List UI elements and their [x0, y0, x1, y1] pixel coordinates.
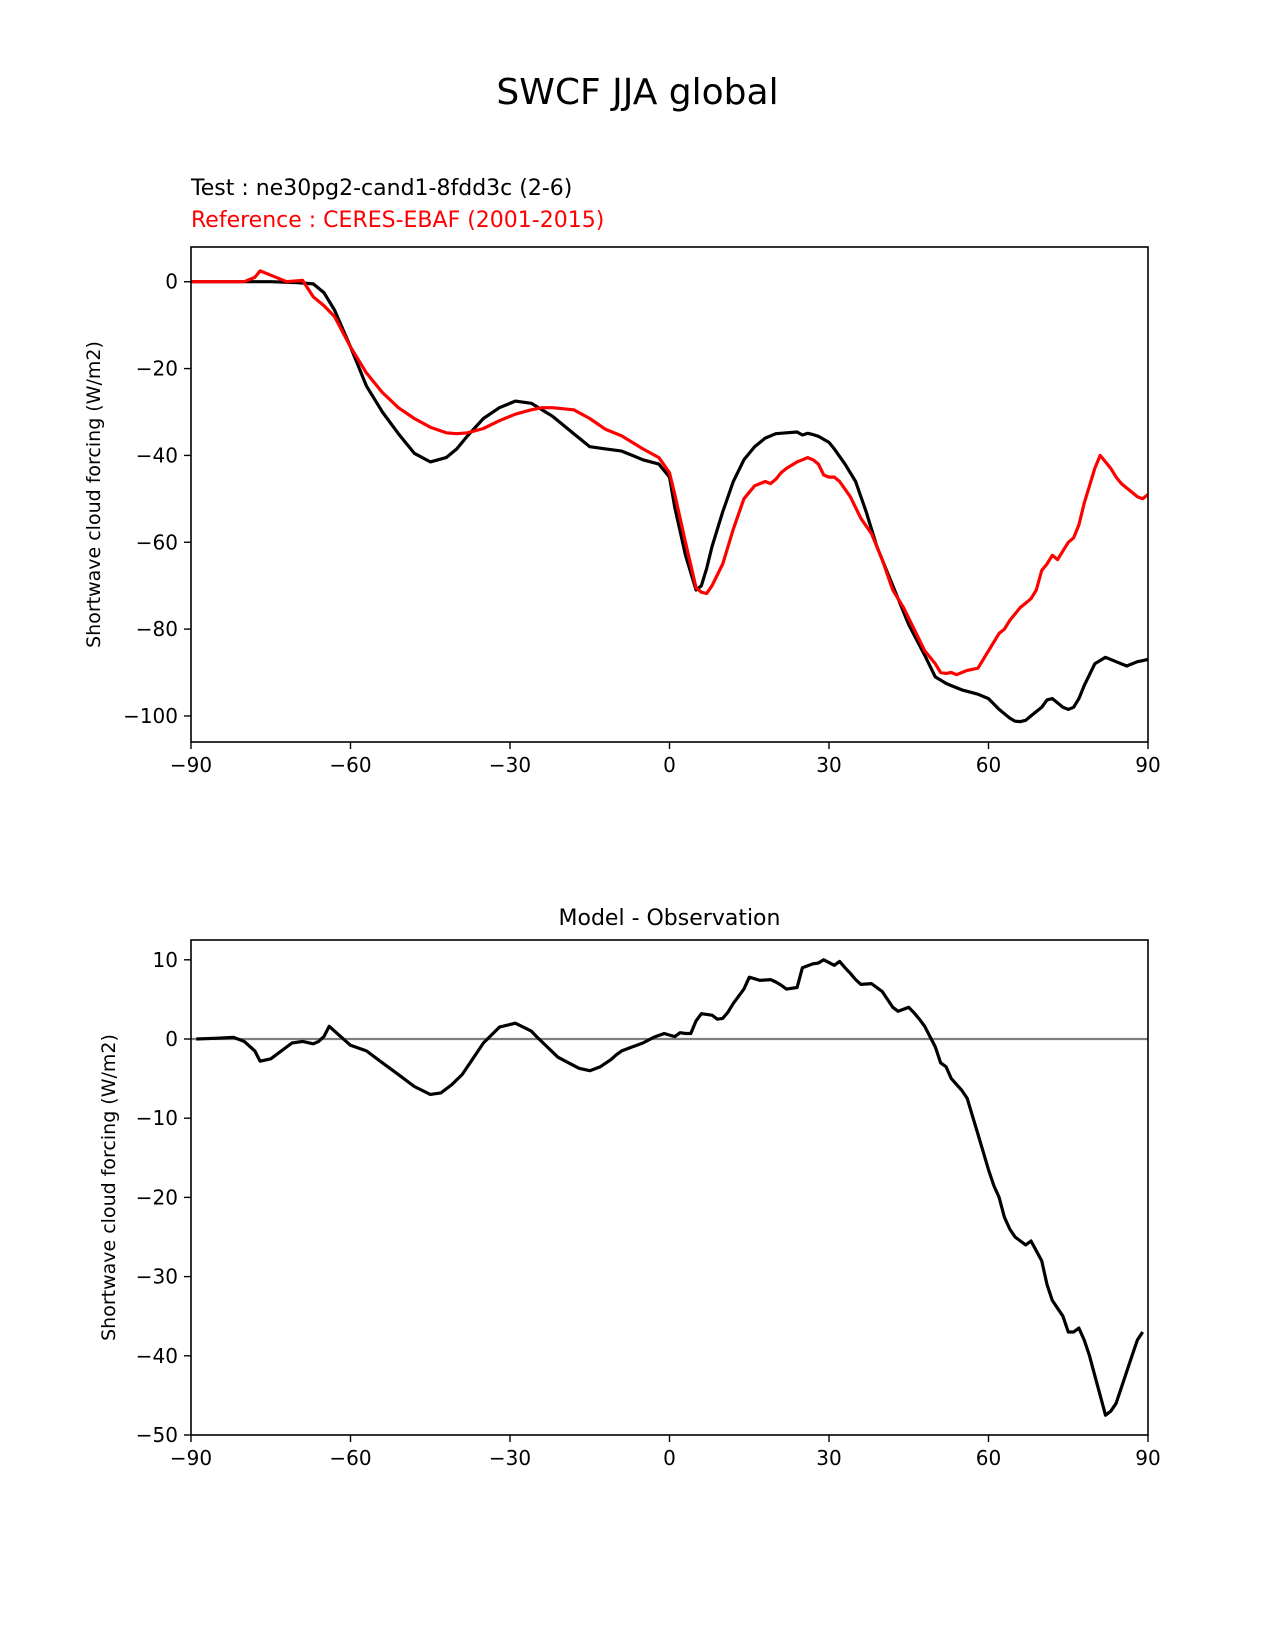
- x-tick-label: 90: [1135, 1446, 1160, 1470]
- reference-series-line: [191, 269, 1148, 677]
- y-tick-label: −20: [136, 1185, 178, 1209]
- test-series-line: [191, 280, 1148, 724]
- y-tick-label: 10: [153, 948, 178, 972]
- x-tick-label: 30: [816, 1446, 841, 1470]
- x-tick-label: −30: [489, 1446, 531, 1470]
- y-axis-label: Shortwave cloud forcing (W/m2): [83, 341, 105, 648]
- y-tick-label: −20: [136, 357, 178, 381]
- y-tick-label: −40: [136, 1344, 178, 1368]
- axes-frame: [190, 246, 1149, 743]
- x-tick-label: 60: [976, 1446, 1001, 1470]
- x-tick-label: −30: [489, 753, 531, 777]
- x-tick-label: −90: [170, 753, 212, 777]
- difference-series-line: [196, 958, 1145, 1417]
- y-tick-label: −50: [136, 1423, 178, 1447]
- y-tick-label: −100: [123, 704, 178, 728]
- x-tick-label: 0: [663, 1446, 676, 1470]
- x-tick-label: 0: [663, 753, 676, 777]
- y-tick-label: −80: [136, 617, 178, 641]
- x-tick-label: −60: [329, 1446, 371, 1470]
- test-label: Test : ne30pg2-cand1-8fdd3c (2-6): [191, 176, 573, 201]
- y-tick-label: −40: [136, 443, 178, 467]
- panel-1: −90 −60 −30 0 30 60 90 0 −20 −40 −60 −80 −100 Shortwa…: [83, 246, 1161, 777]
- x-tick-label: 60: [976, 753, 1001, 777]
- y-tick-label: 0: [165, 270, 178, 294]
- x-tick-label: −60: [329, 753, 371, 777]
- y-axis-label: Shortwave cloud forcing (W/m2): [98, 1034, 120, 1341]
- panel-2: −90 −60 −30 0 30 60 90 10 0 −10 −20 −30 −40 −50 Shortw…: [98, 939, 1161, 1470]
- y-tick-label: 0: [165, 1027, 178, 1051]
- figure-title: SWCF JJA global: [496, 72, 779, 113]
- x-tick-label: 30: [816, 753, 841, 777]
- y-tick-label: −10: [136, 1106, 178, 1130]
- reference-label: Reference : CERES-EBAF (2001-2015): [191, 208, 605, 233]
- y-tick-label: −30: [136, 1265, 178, 1289]
- diff-panel-title: Model - Observation: [558, 906, 781, 931]
- y-tick-label: −60: [136, 530, 178, 554]
- axes-frame: [190, 939, 1149, 1436]
- x-tick-label: 90: [1135, 753, 1160, 777]
- x-tick-label: −90: [170, 1446, 212, 1470]
